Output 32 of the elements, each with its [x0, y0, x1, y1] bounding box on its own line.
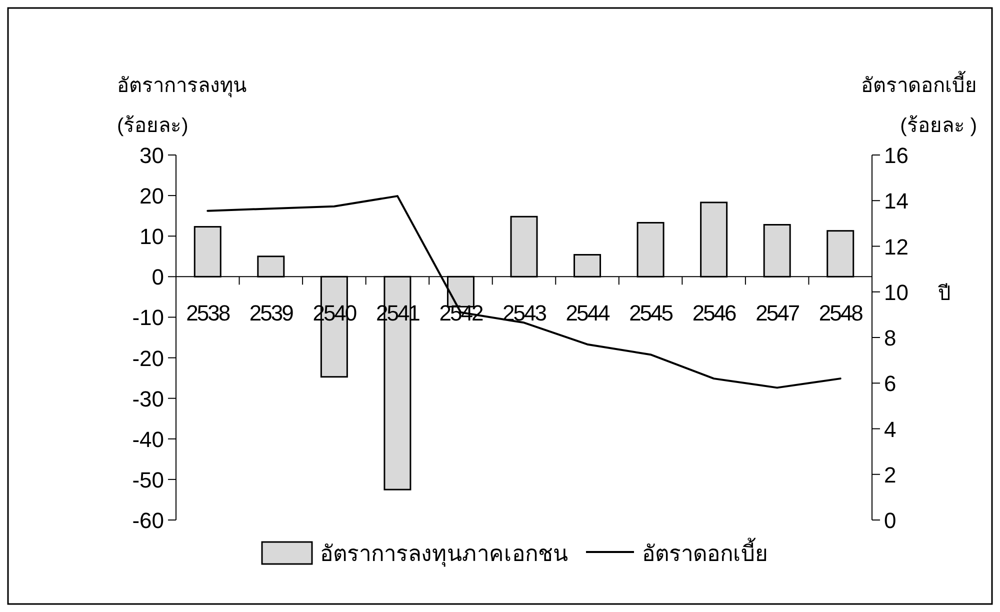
x-tick-label: 2548 [818, 300, 864, 326]
y2-axis-title: อัตราดอกเบี้ย (ร้อยละ ) [861, 71, 977, 137]
y-tick-label: -60 [132, 508, 164, 533]
y2-tick-label: 16 [884, 143, 908, 168]
y2-tick-label: 4 [884, 416, 896, 442]
x-tick-label: 2545 [629, 300, 674, 326]
y-tick-label: 20 [140, 184, 164, 209]
y-tick-label: 30 [140, 143, 164, 168]
legend-label: อัตราดอกเบี้ย [642, 538, 768, 566]
y-tick-label: -10 [132, 305, 164, 330]
y-tick-label: -20 [132, 346, 164, 371]
y2-tick-label: 14 [884, 188, 908, 214]
y2-tick-label: 2 [884, 462, 896, 488]
legend-label: อัตราการลงทุนภาคเอกชน [320, 541, 568, 567]
y-tick-label: 10 [140, 224, 164, 250]
y-axis-title: อัตราการลงทุน (ร้อยละ) [117, 75, 247, 137]
x-tick-label: 2543 [502, 300, 547, 326]
x-axis-title: ปี [938, 282, 951, 305]
x-tick-label: 2546 [692, 300, 737, 326]
y2-tick-label: 12 [884, 234, 908, 260]
y2-tick-label: 0 [884, 508, 896, 533]
y2-tick-label: 10 [884, 280, 908, 305]
x-tick-label: 2538 [186, 300, 230, 326]
y-tick-label: 0 [152, 264, 164, 290]
x-tick-label: 2547 [756, 300, 800, 326]
y-tick-label: -50 [132, 467, 164, 492]
y-tick-label: -40 [132, 426, 164, 452]
x-tick-label: 2544 [566, 300, 610, 326]
y2-tick-label: 8 [884, 326, 896, 350]
x-tick-label: 2539 [249, 300, 294, 326]
y2-tick-label: 6 [884, 371, 896, 396]
y-tick-label: -30 [132, 386, 164, 412]
